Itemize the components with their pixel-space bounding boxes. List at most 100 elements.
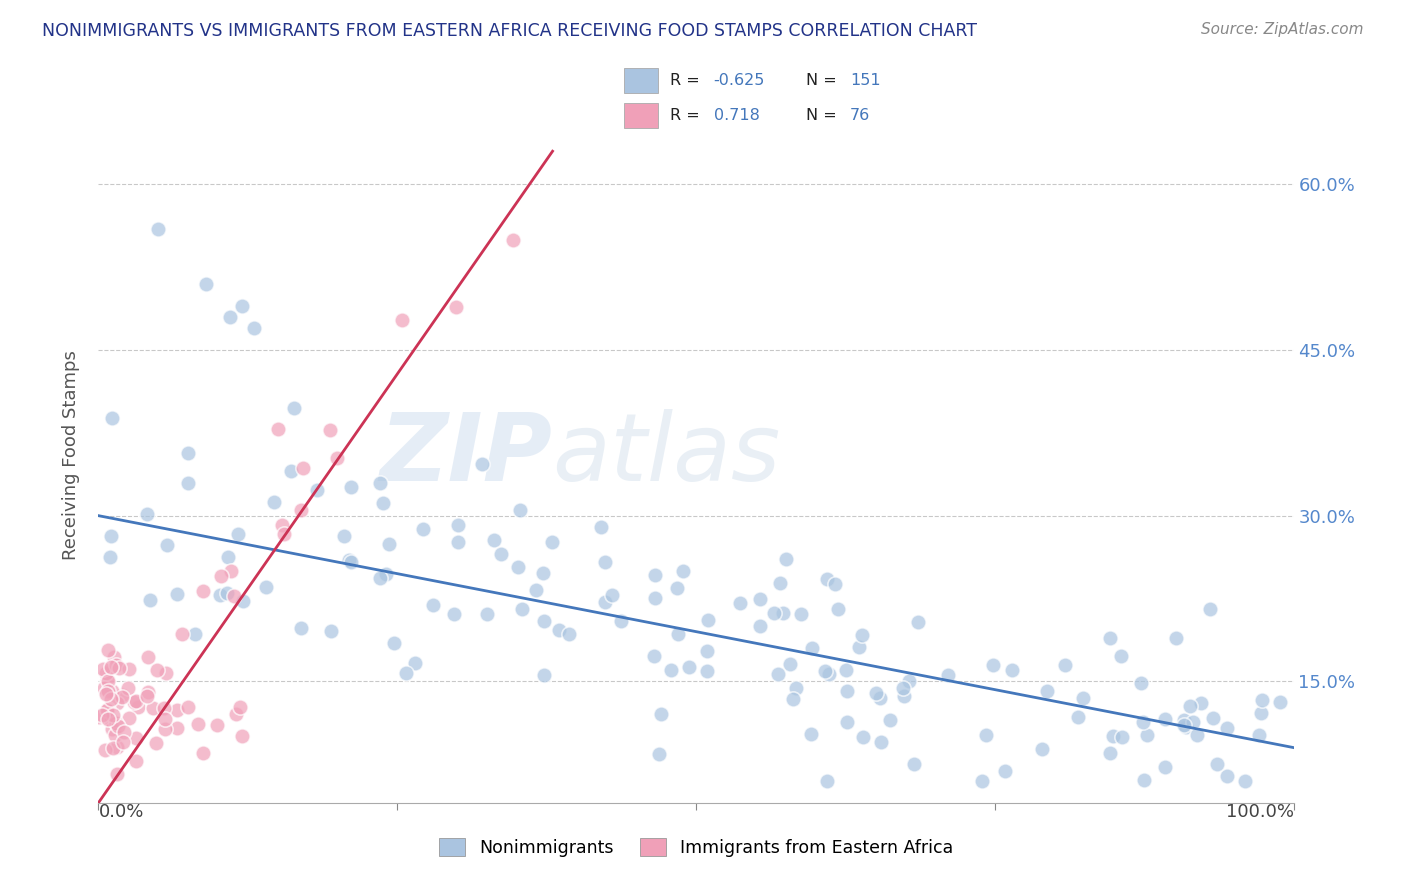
Point bbox=[290, 621, 312, 635]
Point bbox=[443, 607, 465, 621]
Point bbox=[118, 663, 141, 677]
Text: R =: R = bbox=[671, 109, 706, 123]
Point bbox=[835, 683, 858, 698]
Point bbox=[91, 662, 114, 676]
Point bbox=[482, 533, 505, 548]
Text: 76: 76 bbox=[849, 109, 870, 123]
Point bbox=[824, 576, 846, 591]
Point bbox=[382, 635, 405, 649]
Point bbox=[280, 465, 302, 479]
Point bbox=[1067, 710, 1090, 724]
Point bbox=[110, 688, 132, 702]
Point bbox=[1251, 692, 1274, 706]
Point bbox=[1202, 711, 1225, 725]
Point bbox=[1181, 715, 1204, 730]
Point bbox=[135, 507, 157, 521]
Point bbox=[835, 663, 858, 677]
Point bbox=[142, 701, 165, 715]
Point bbox=[107, 719, 129, 733]
Point bbox=[650, 706, 672, 721]
Point bbox=[326, 451, 349, 466]
Point bbox=[1187, 728, 1209, 742]
Point bbox=[422, 598, 444, 612]
Point bbox=[100, 713, 122, 727]
Point bbox=[145, 736, 167, 750]
Point bbox=[271, 518, 294, 533]
Point bbox=[100, 684, 122, 698]
Point bbox=[1173, 713, 1195, 727]
Point bbox=[155, 713, 177, 727]
Text: NONIMMIGRANTS VS IMMIGRANTS FROM EASTERN AFRICA RECEIVING FOOD STAMPS CORRELATIO: NONIMMIGRANTS VS IMMIGRANTS FROM EASTERN… bbox=[42, 22, 977, 40]
Point bbox=[290, 503, 312, 517]
Point bbox=[104, 728, 127, 742]
Point bbox=[222, 589, 245, 603]
Bar bbox=[624, 68, 658, 93]
Point bbox=[815, 572, 838, 586]
Point bbox=[1268, 695, 1291, 709]
Point bbox=[644, 568, 666, 582]
Point bbox=[827, 602, 849, 616]
Point bbox=[659, 663, 682, 677]
Point bbox=[974, 728, 997, 742]
Point bbox=[100, 659, 122, 673]
Point bbox=[96, 703, 118, 717]
Point bbox=[228, 699, 250, 714]
Point bbox=[1233, 773, 1256, 788]
Point bbox=[127, 700, 149, 714]
Point bbox=[600, 588, 623, 602]
Point bbox=[139, 593, 162, 607]
Point bbox=[205, 717, 228, 731]
Point bbox=[1250, 706, 1272, 720]
Point bbox=[103, 740, 125, 755]
Point bbox=[870, 734, 893, 748]
Point bbox=[97, 712, 120, 726]
Point bbox=[195, 277, 218, 291]
Point bbox=[231, 729, 253, 743]
Point bbox=[800, 727, 823, 741]
Point bbox=[337, 553, 360, 567]
Point bbox=[558, 627, 581, 641]
Point bbox=[231, 299, 253, 313]
Point bbox=[447, 535, 470, 549]
Point bbox=[107, 767, 129, 781]
Point bbox=[217, 549, 239, 564]
Point bbox=[177, 700, 200, 714]
Point bbox=[879, 713, 901, 727]
Point bbox=[907, 615, 929, 629]
Point bbox=[970, 773, 993, 788]
Point bbox=[446, 517, 468, 532]
Point bbox=[340, 480, 363, 494]
Point bbox=[136, 650, 159, 665]
Point bbox=[155, 666, 177, 681]
Point bbox=[111, 735, 134, 749]
Point bbox=[118, 711, 141, 725]
Text: atlas: atlas bbox=[553, 409, 780, 500]
Point bbox=[148, 221, 170, 235]
Point bbox=[1249, 728, 1271, 742]
Point bbox=[1215, 769, 1237, 783]
Point bbox=[187, 716, 209, 731]
Point bbox=[94, 687, 117, 701]
Point bbox=[97, 683, 120, 698]
Point bbox=[749, 619, 772, 633]
Point bbox=[800, 641, 823, 656]
Y-axis label: Receiving Food Stamps: Receiving Food Stamps bbox=[62, 350, 80, 560]
Point bbox=[97, 643, 120, 657]
Point bbox=[531, 566, 554, 580]
Point bbox=[97, 702, 120, 716]
Point bbox=[124, 694, 146, 708]
Point bbox=[489, 547, 512, 561]
Point bbox=[209, 588, 232, 602]
Point bbox=[648, 747, 671, 761]
Point bbox=[610, 615, 633, 629]
Text: 100.0%: 100.0% bbox=[1226, 803, 1294, 821]
Point bbox=[533, 615, 555, 629]
Point bbox=[319, 624, 342, 638]
Point bbox=[101, 411, 124, 425]
Point bbox=[547, 624, 569, 638]
Point bbox=[145, 663, 167, 677]
Point bbox=[936, 668, 959, 682]
Point bbox=[283, 401, 305, 415]
Point bbox=[1132, 714, 1154, 729]
Point bbox=[135, 689, 157, 703]
